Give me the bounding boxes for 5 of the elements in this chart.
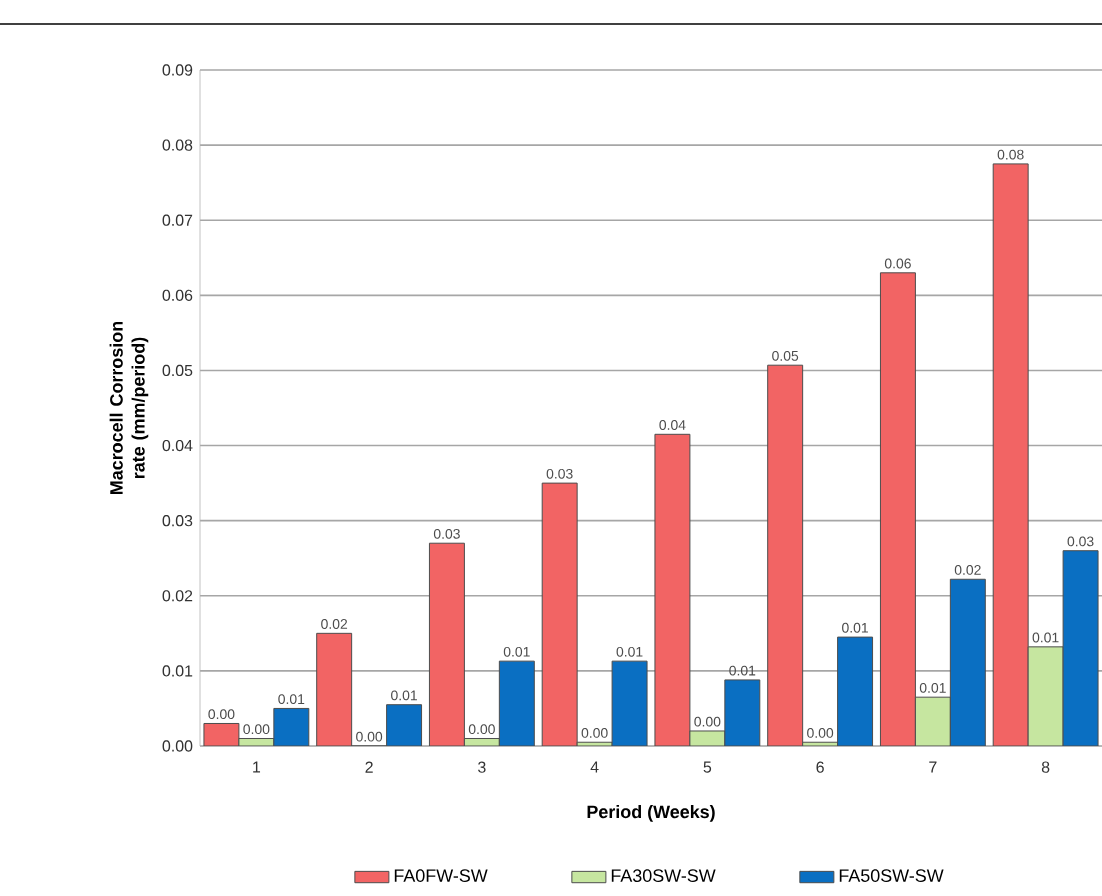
legend-label: FA50SW-SW: [839, 869, 944, 882]
x-axis-title: Period (Weeks): [587, 804, 715, 822]
legend-label: FA0FW-SW: [394, 869, 488, 882]
y-axis-title: Macrocell Corrosion rate (mm/period): [109, 321, 149, 495]
legend-label: FA30SW-SW: [611, 869, 716, 882]
